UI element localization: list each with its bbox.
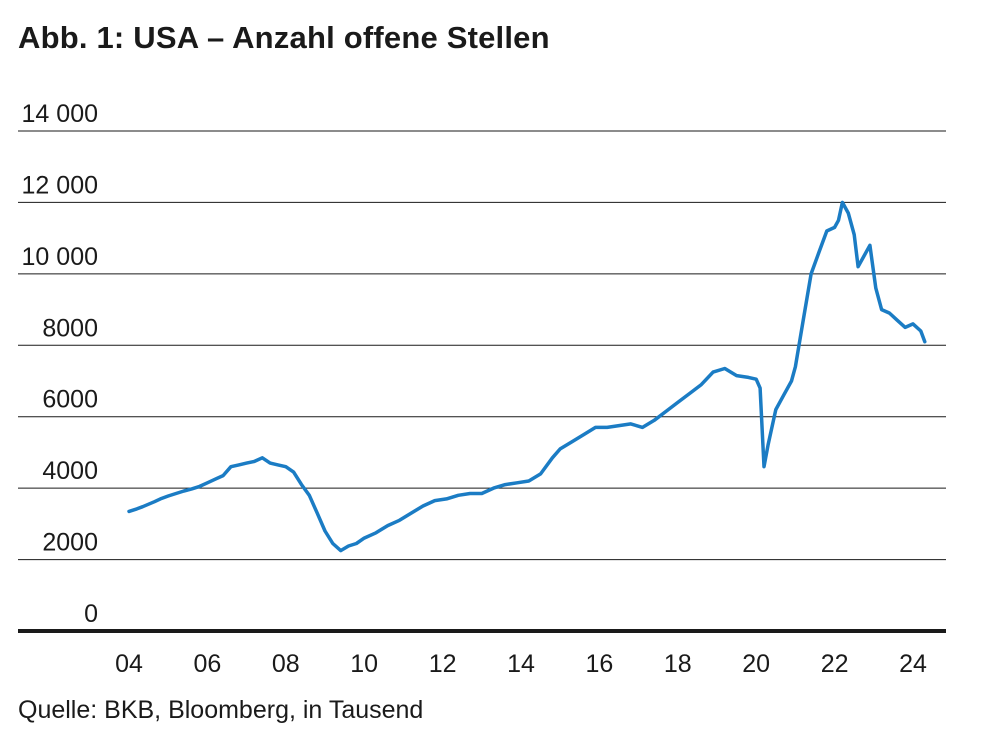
y-axis-tick-labels: 0 2000 4000 6000 8000 10 000 12 000 14 000 bbox=[22, 100, 98, 628]
x-tick-label: 18 bbox=[664, 650, 692, 678]
x-tick-label: 08 bbox=[272, 650, 300, 678]
y-tick-label: 2000 bbox=[42, 529, 98, 557]
y-tick-label: 10 000 bbox=[22, 243, 98, 271]
series-line-0 bbox=[127, 200, 927, 553]
y-tick-label: 4000 bbox=[42, 457, 98, 485]
x-tick-label: 12 bbox=[429, 650, 457, 678]
x-tick-label: 16 bbox=[585, 650, 613, 678]
y-tick-label: 14 000 bbox=[22, 100, 98, 128]
x-tick-label: 22 bbox=[821, 650, 849, 678]
source-note: Quelle: BKB, Bloomberg, in Tausend bbox=[18, 696, 424, 724]
x-tick-label: 10 bbox=[350, 650, 378, 678]
y-tick-label: 6000 bbox=[42, 386, 98, 414]
x-tick-label: 04 bbox=[115, 650, 143, 678]
gridlines bbox=[18, 130, 946, 633]
y-tick-label: 12 000 bbox=[22, 171, 98, 199]
chart-title: Abb. 1: USA – Anzahl offene Stellen bbox=[18, 20, 550, 55]
x-tick-label: 20 bbox=[742, 650, 770, 678]
line-chart: 0 2000 4000 6000 8000 10 000 12 000 14 000 04 06… bbox=[18, 100, 946, 678]
x-tick-label: 14 bbox=[507, 650, 535, 678]
y-tick-label: 8000 bbox=[42, 314, 98, 342]
series-group bbox=[127, 200, 927, 553]
x-tick-label: 24 bbox=[899, 650, 927, 678]
x-tick-label: 06 bbox=[193, 650, 221, 678]
x-axis-tick-labels: 04 06 08 10 12 14 16 18 20 22 24 bbox=[115, 650, 927, 678]
y-tick-label: 0 bbox=[84, 600, 98, 628]
